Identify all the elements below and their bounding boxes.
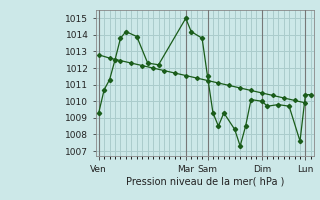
X-axis label: Pression niveau de la mer( hPa ): Pression niveau de la mer( hPa ) [126, 177, 284, 187]
